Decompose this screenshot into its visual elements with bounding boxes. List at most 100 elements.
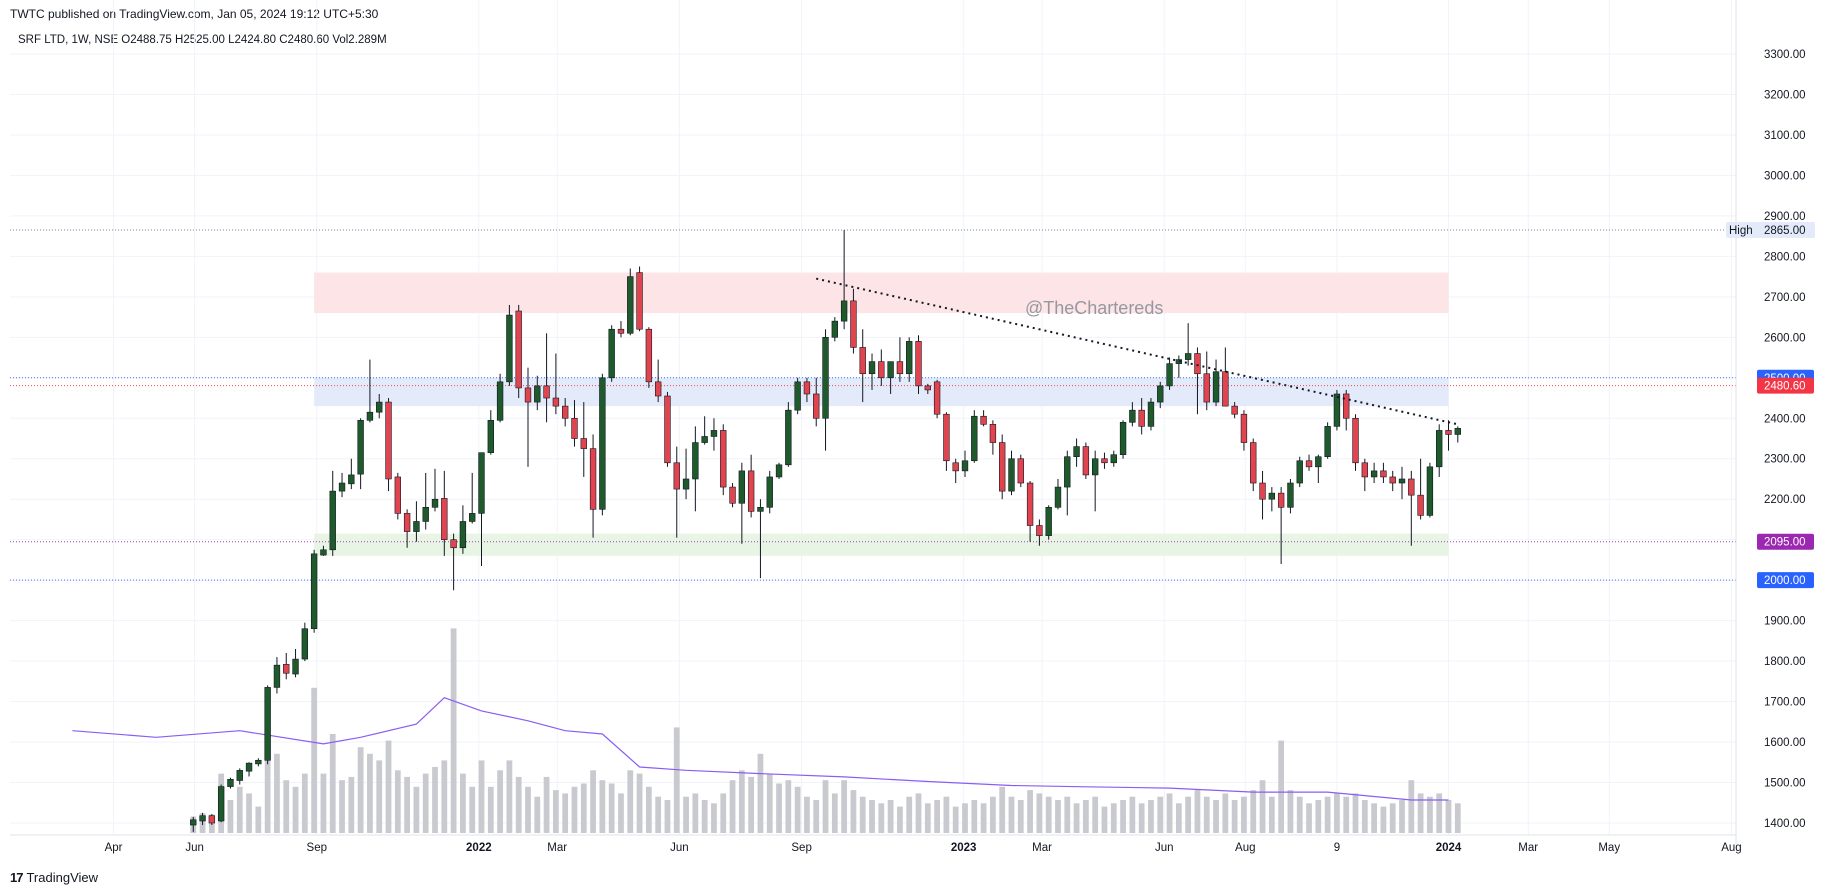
candle-body	[320, 549, 327, 556]
candle	[933, 379, 941, 419]
candle-body	[1426, 466, 1434, 516]
candle-body	[608, 328, 615, 379]
candle	[878, 349, 885, 386]
candle-body	[208, 815, 216, 824]
x-tick-label: Apr	[105, 842, 123, 854]
volume-bar	[543, 776, 550, 833]
x-tick-label: May	[1598, 842, 1620, 854]
candle-body	[933, 381, 941, 415]
volume-bar	[1343, 796, 1350, 833]
candle	[803, 377, 811, 403]
candle	[859, 329, 866, 403]
candle	[627, 268, 634, 336]
volume-bar	[506, 760, 513, 833]
candle-body	[887, 361, 894, 379]
candle-body	[1184, 353, 1192, 360]
volume-bar	[329, 734, 336, 833]
candle	[617, 321, 625, 338]
candle-body	[310, 553, 318, 630]
candle-body	[534, 385, 541, 403]
candle-body	[961, 460, 969, 472]
candle	[301, 622, 309, 662]
candle	[589, 434, 597, 538]
volume-bar	[1241, 796, 1247, 833]
candle-body	[1259, 482, 1266, 500]
candle-body	[357, 419, 364, 475]
candle	[868, 353, 876, 390]
y-tick-label: 2600.00	[1764, 332, 1806, 344]
candle-body	[1138, 409, 1145, 427]
price-label-value: 2095.00	[1764, 537, 1806, 549]
x-tick-label: Jun	[1155, 842, 1174, 854]
candle-body	[859, 347, 866, 375]
volume-bar	[1157, 796, 1164, 833]
candle-body	[1073, 446, 1080, 458]
candle	[478, 452, 485, 566]
candle-body	[450, 539, 457, 549]
candle	[1240, 410, 1248, 451]
candle	[534, 375, 541, 411]
candle	[952, 458, 959, 484]
y-tick-label: 1500.00	[1764, 778, 1806, 790]
volume-bar	[292, 786, 299, 833]
volume-bar	[701, 800, 708, 833]
volume-bar	[1399, 800, 1405, 833]
volume-bar	[1148, 800, 1154, 833]
candle	[515, 304, 522, 399]
candle	[1380, 462, 1387, 484]
volume-bar	[311, 687, 318, 833]
candle	[1398, 466, 1406, 500]
candle	[227, 777, 234, 789]
price-label-bg	[1757, 572, 1814, 589]
volume-bar	[766, 773, 773, 833]
candle	[487, 410, 494, 455]
candle	[645, 327, 653, 388]
candle	[1250, 438, 1257, 492]
volume-bar	[497, 770, 503, 833]
price-label-bg	[1757, 533, 1814, 550]
candle	[943, 412, 950, 471]
candle	[1008, 450, 1015, 496]
volume-bar	[608, 783, 615, 833]
candle-body	[1017, 458, 1024, 484]
tradingview-logo[interactable]: 17 TradingView	[10, 870, 98, 885]
candle	[1389, 470, 1396, 492]
candle-body	[217, 786, 225, 822]
volume-bar	[441, 760, 448, 833]
candle	[357, 418, 364, 490]
candle	[1175, 355, 1183, 378]
candle-body	[924, 385, 931, 391]
candle	[1054, 478, 1062, 510]
candle	[831, 317, 839, 342]
tradingview-icon: 17	[10, 870, 24, 885]
candle	[506, 304, 513, 386]
x-tick-label: Jun	[670, 842, 689, 854]
candle	[524, 367, 532, 467]
candle-body	[459, 521, 467, 549]
candle	[459, 505, 467, 554]
volume-bar	[645, 786, 652, 833]
volume-bar	[562, 793, 569, 833]
volume-bar	[413, 786, 420, 833]
candle-body	[1036, 525, 1043, 536]
candle	[673, 446, 680, 538]
candle	[310, 549, 318, 633]
volume-bar	[1222, 793, 1229, 833]
candle	[747, 454, 755, 518]
candle-body	[413, 521, 420, 532]
volume-bar	[850, 790, 857, 833]
volume-bar	[1213, 800, 1219, 833]
candle	[385, 398, 392, 492]
candle-body	[682, 478, 690, 490]
volume-bar	[841, 780, 848, 833]
watermark: @TheChartereds	[1025, 298, 1163, 318]
volume-bar	[692, 793, 699, 833]
volume-bar	[906, 796, 913, 833]
volume-bar	[525, 786, 531, 833]
candle-body	[348, 474, 355, 485]
candle	[999, 434, 1006, 500]
candle-body	[599, 377, 606, 510]
candle-body	[245, 762, 253, 772]
candle	[1417, 458, 1424, 520]
